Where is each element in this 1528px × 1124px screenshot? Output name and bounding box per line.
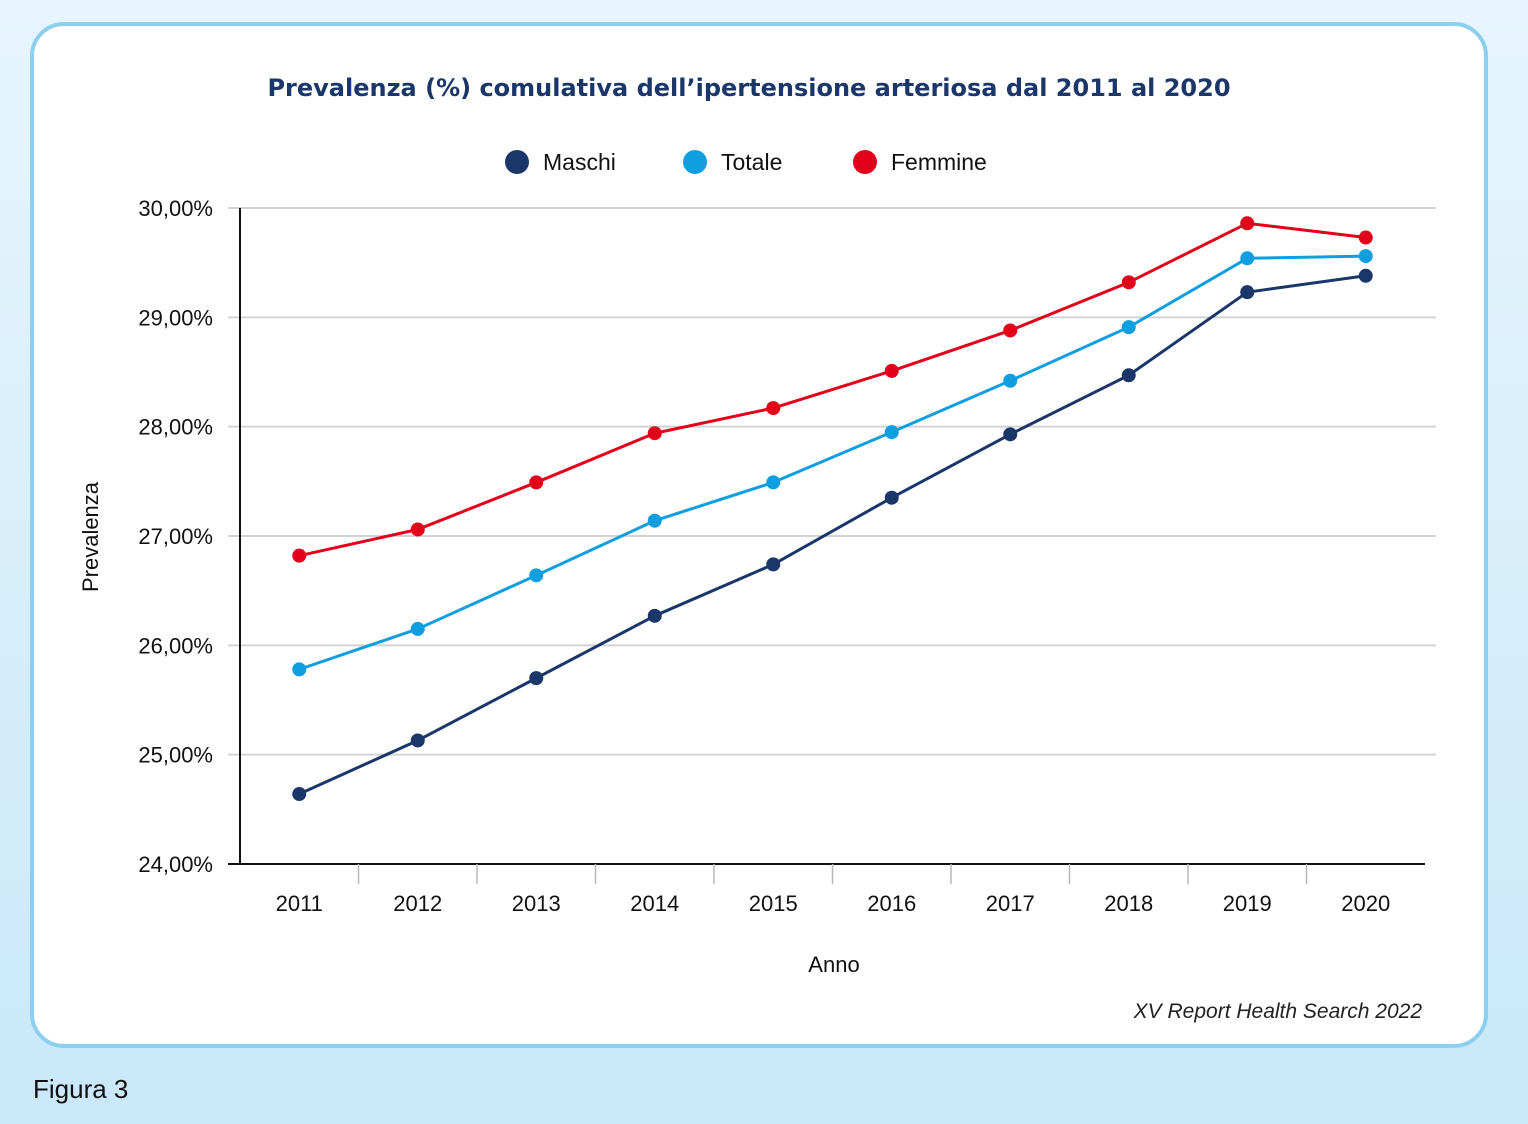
data-point-totale [292, 662, 307, 677]
data-point-totale [647, 513, 662, 528]
y-tick-labels: 24,00% 25,00% 26,00% 27,00% 28,00% 29,00% 30,0… [138, 196, 213, 877]
x-tick-label: 2020 [1341, 891, 1390, 916]
data-point-totale [1003, 373, 1018, 388]
data-point-femmine [1358, 230, 1373, 245]
y-tick-label: 24,00% [138, 852, 213, 877]
legend-marker-totale [683, 150, 707, 174]
axes [228, 208, 1425, 884]
y-tick-label: 30,00% [138, 196, 213, 221]
x-tick-label: 2019 [1223, 891, 1272, 916]
y-axis-label: Prevalenza [78, 481, 103, 592]
legend-marker-maschi [505, 150, 529, 174]
series-line-totale [298, 254, 1366, 671]
data-point-maschi [647, 608, 662, 623]
data-point-femmine [1240, 216, 1255, 231]
data-point-femmine [766, 401, 781, 416]
data-point-totale [766, 475, 781, 490]
data-point-maschi [884, 490, 899, 505]
data-point-femmine [292, 548, 307, 563]
legend-marker-femmine [853, 150, 877, 174]
data-point-maschi [410, 733, 425, 748]
x-tick-label: 2013 [512, 891, 561, 916]
data-point-totale [529, 568, 544, 583]
chart-title: Prevalenza (%) comulativa dell’ipertensi… [267, 74, 1230, 102]
data-point-totale [1121, 320, 1136, 335]
x-axis-label: Anno [808, 952, 859, 977]
data-point-femmine [529, 475, 544, 490]
legend-label-totale: Totale [721, 149, 782, 175]
gridlines [228, 207, 1436, 756]
data-point-femmine [410, 522, 425, 537]
data-point-maschi [292, 787, 307, 802]
figure-label: Figura 3 [33, 1074, 129, 1104]
x-tick-labels: 2011 2012 2013 2014 2015 2016 2017 2018 2019 2020 [276, 891, 1391, 916]
data-point-femmine [884, 363, 899, 378]
x-tick-label: 2015 [749, 891, 798, 916]
data-point-maschi [1003, 427, 1018, 442]
data-point-totale [884, 425, 899, 440]
series-group [292, 216, 1373, 802]
data-point-maschi [1358, 268, 1373, 283]
legend-label-maschi: Maschi [543, 149, 616, 175]
data-point-femmine [1003, 323, 1018, 338]
legend: Maschi Totale Femmine [505, 149, 987, 175]
y-tick-label: 26,00% [138, 633, 213, 658]
data-point-femmine [1121, 275, 1136, 290]
x-tick-label: 2016 [867, 891, 916, 916]
data-point-totale [410, 621, 425, 636]
x-tick-label: 2018 [1104, 891, 1153, 916]
data-point-maschi [529, 671, 544, 686]
data-point-maschi [1240, 285, 1255, 300]
data-point-totale [1358, 249, 1373, 264]
y-tick-label: 28,00% [138, 415, 213, 440]
data-point-maschi [766, 557, 781, 572]
data-point-femmine [647, 426, 662, 441]
y-tick-label: 25,00% [138, 743, 213, 768]
x-tick-label: 2014 [630, 891, 679, 916]
series-line-femmine [298, 221, 1366, 558]
data-point-totale [1240, 251, 1255, 266]
y-tick-label: 29,00% [138, 305, 213, 330]
series-line-maschi [298, 274, 1366, 796]
y-tick-label: 27,00% [138, 524, 213, 549]
x-tick-label: 2012 [393, 891, 442, 916]
x-tick-label: 2011 [276, 891, 323, 916]
data-point-maschi [1121, 368, 1136, 383]
legend-label-femmine: Femmine [891, 149, 987, 175]
source-credit: XV Report Health Search 2022 [1133, 1000, 1423, 1023]
x-tick-label: 2017 [986, 891, 1035, 916]
